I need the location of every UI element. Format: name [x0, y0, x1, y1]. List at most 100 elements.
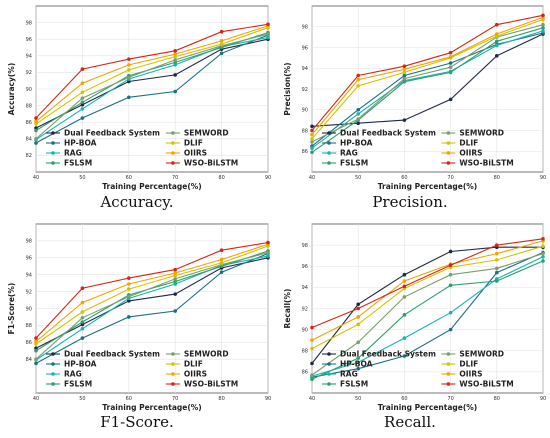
series-line-oiirs [311, 240, 544, 341]
data-point-fslsm [310, 150, 314, 155]
data-point-semword [448, 272, 453, 277]
legend-label-wso-bilstm: WSO-BiLSTM [184, 159, 238, 168]
data-point-wso-bilstm [34, 116, 38, 120]
y-axis-title: Recall(%) [283, 289, 292, 329]
legend-label-wso-bilstm: WSO-BiLSTM [459, 380, 513, 389]
y-tick-label: 96 [302, 264, 308, 270]
legend-marker [446, 161, 451, 165]
data-point-rag [541, 29, 545, 33]
series-line-hp-boa [35, 253, 269, 364]
legend-marker [51, 151, 55, 155]
data-point-hp-boa [402, 73, 407, 78]
legend-marker [446, 141, 451, 145]
series-line-dual-feedback-system [35, 257, 269, 349]
legend-label-hp-boa: HP-BOA [64, 139, 97, 148]
legend-label-hp-boa: HP-BOA [340, 139, 373, 148]
legend-marker [446, 131, 451, 135]
y-tick-label: 90 [302, 327, 308, 333]
y-tick-label: 96 [302, 45, 308, 51]
data-point-hp-boa [34, 141, 38, 145]
x-tick-label: 40 [309, 175, 315, 181]
accuracy-chart: 82 84 86 88 90 92 94 96 98 40 50 60 70 80 90 Training P… [7, 5, 271, 191]
data-point-dlif [356, 84, 361, 88]
legend-label-dual-feedback-system: Dual Feedback System [64, 350, 160, 359]
series-line-oiirs [311, 16, 544, 136]
data-point-hp-boa [356, 107, 361, 112]
x-tick-label: 50 [355, 175, 361, 181]
x-tick-label: 90 [265, 175, 271, 181]
data-point-fslsm [402, 79, 407, 84]
legend-label-dual-feedback-system: Dual Feedback System [340, 350, 436, 359]
data-point-semword [80, 96, 85, 100]
series-line-fslsm [311, 27, 544, 153]
series-line-dual-feedback-system [35, 38, 269, 129]
legend-marker [51, 352, 55, 356]
legend-label-dlif: DLIF [459, 139, 478, 148]
y-tick-label: 94 [302, 285, 308, 291]
series-line-wso-bilstm [35, 242, 269, 339]
data-point-dlif [219, 261, 224, 265]
x-tick-label: 80 [218, 396, 224, 402]
data-point-dual-feedback-system [80, 322, 85, 327]
legend-marker [51, 141, 55, 145]
data-point-wso-bilstm [541, 236, 545, 241]
data-point-rag [495, 43, 499, 48]
data-point-dual-feedback-system [356, 302, 361, 307]
legend-marker [51, 362, 55, 366]
data-point-wso-bilstm [402, 64, 407, 68]
data-point-dual-feedback-system [34, 346, 38, 351]
data-point-semword [266, 32, 270, 37]
y-tick-label: 90 [26, 87, 32, 93]
data-point-wso-bilstm [173, 267, 177, 272]
data-point-oiirs [219, 257, 224, 262]
data-point-dlif [34, 122, 38, 126]
data-point-oiirs [402, 279, 407, 283]
data-point-semword [173, 277, 177, 281]
legend-label-semword: SEMWORD [459, 129, 504, 138]
caption-accuracy: Accuracy. [99, 193, 173, 211]
x-tick-label: 90 [265, 396, 271, 402]
legend-marker [446, 382, 451, 386]
f1-score-chart: 84 86 88 90 92 94 96 98 40 50 60 70 80 90 Training Per… [7, 223, 271, 412]
y-tick-label: 92 [302, 306, 308, 312]
legend-marker [327, 382, 331, 386]
data-point-fslsm [34, 348, 38, 353]
data-point-semword [127, 294, 131, 299]
legend-label-rag: RAG [64, 370, 82, 379]
data-point-dlif [495, 258, 499, 262]
caption-recall: Recall. [384, 413, 436, 431]
series-line-semword [35, 252, 269, 360]
x-tick-label: 50 [355, 396, 361, 402]
data-point-wso-bilstm [80, 286, 85, 291]
y-tick-label: 88 [26, 103, 32, 109]
data-point-oiirs [356, 77, 361, 82]
data-point-fslsm [448, 283, 453, 288]
data-point-semword [34, 137, 38, 141]
data-point-dual-feedback-system [495, 54, 499, 58]
data-point-wso-bilstm [495, 243, 499, 247]
data-point-fslsm [80, 100, 85, 105]
x-axis-title: Training Percentage(%) [378, 403, 477, 412]
legend-marker [446, 372, 451, 376]
legend-marker [327, 131, 331, 135]
y-tick-label: 94 [26, 54, 32, 60]
series-line-dlif [311, 245, 544, 350]
data-point-oiirs [173, 271, 177, 275]
data-point-rag [173, 63, 177, 67]
data-point-hp-boa [80, 336, 85, 340]
legend-marker [171, 161, 175, 165]
data-point-oiirs [127, 282, 131, 286]
data-point-wso-bilstm [127, 276, 131, 280]
series-line-semword [311, 24, 544, 143]
data-point-dlif [356, 322, 361, 327]
data-point-fslsm [495, 279, 499, 283]
x-axis-title: Training Percentage(%) [378, 182, 477, 191]
legend-label-dual-feedback-system: Dual Feedback System [64, 129, 160, 138]
x-tick-label: 50 [79, 175, 85, 181]
data-point-fslsm [34, 128, 38, 133]
legend-marker [171, 352, 175, 356]
precision-chart: 86 88 90 92 94 96 98 40 50 60 70 80 90 Training Perce… [283, 5, 546, 191]
legend-label-rag: RAG [64, 149, 82, 158]
y-tick-label: 86 [26, 120, 32, 126]
